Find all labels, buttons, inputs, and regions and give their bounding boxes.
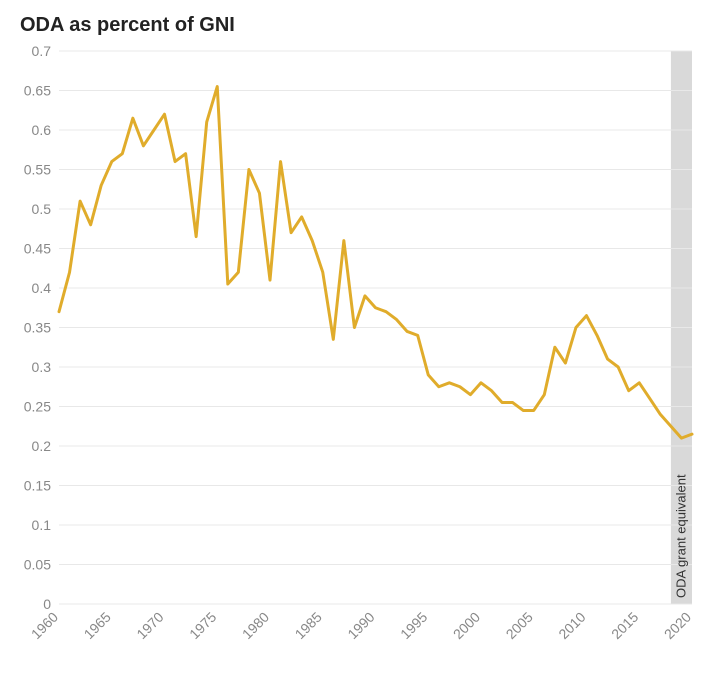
y-tick-label: 0.35 bbox=[24, 320, 51, 336]
x-tick-label: 1970 bbox=[133, 609, 166, 642]
line-chart: 00.050.10.150.20.250.30.350.40.450.50.55… bbox=[0, 0, 704, 682]
x-tick-label: 2020 bbox=[661, 609, 694, 642]
x-tick-label: 1965 bbox=[81, 609, 114, 642]
y-tick-label: 0.45 bbox=[24, 241, 51, 257]
y-tick-label: 0.25 bbox=[24, 399, 51, 415]
y-tick-label: 0.05 bbox=[24, 557, 51, 573]
y-tick-label: 0.55 bbox=[24, 162, 51, 178]
highlight-band-label: ODA grant equivalent bbox=[673, 474, 688, 598]
x-tick-label: 2005 bbox=[503, 609, 536, 642]
y-tick-label: 0.7 bbox=[32, 43, 52, 59]
x-tick-label: 1980 bbox=[239, 609, 272, 642]
y-tick-label: 0.5 bbox=[32, 201, 52, 217]
y-tick-label: 0.65 bbox=[24, 83, 51, 99]
y-tick-label: 0.15 bbox=[24, 478, 51, 494]
x-tick-label: 2015 bbox=[608, 609, 641, 642]
chart-title: ODA as percent of GNI bbox=[20, 14, 235, 37]
x-tick-label: 1960 bbox=[28, 609, 61, 642]
x-tick-label: 1975 bbox=[186, 609, 219, 642]
x-tick-label: 2000 bbox=[450, 609, 483, 642]
x-tick-label: 2010 bbox=[555, 609, 588, 642]
y-tick-label: 0.6 bbox=[32, 122, 52, 138]
x-tick-label: 1985 bbox=[292, 609, 325, 642]
y-tick-label: 0.3 bbox=[32, 359, 52, 375]
y-tick-label: 0.2 bbox=[32, 438, 52, 454]
y-grid bbox=[59, 51, 692, 604]
x-tick-label: 1990 bbox=[344, 609, 377, 642]
y-tick-label: 0.1 bbox=[32, 517, 52, 533]
x-tick-label: 1995 bbox=[397, 609, 430, 642]
y-tick-label: 0.4 bbox=[32, 280, 52, 296]
series-line bbox=[59, 87, 692, 439]
